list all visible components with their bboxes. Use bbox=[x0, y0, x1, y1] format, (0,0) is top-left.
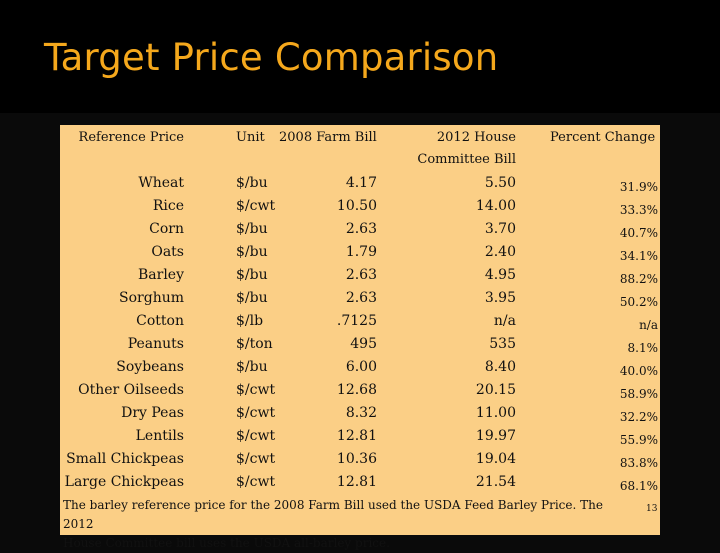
cell-2008-price: 10.36 bbox=[336, 451, 377, 467]
cell-crop: Corn bbox=[149, 221, 184, 237]
cell-crop: Other Oilseeds bbox=[78, 382, 184, 398]
cell-2012-price: 2.40 bbox=[484, 244, 516, 260]
price-table bbox=[60, 125, 660, 535]
cell-unit: $/cwt bbox=[236, 382, 276, 398]
cell-crop: Barley bbox=[138, 267, 184, 283]
cell-crop: Dry Peas bbox=[121, 405, 184, 421]
cell-2012-price: 14.00 bbox=[475, 198, 516, 214]
cell-percent-change: n/a bbox=[639, 318, 658, 332]
cell-2012-price: 4.95 bbox=[484, 267, 516, 283]
cell-crop: Cotton bbox=[136, 313, 184, 329]
cell-percent-change: 88.2% bbox=[619, 272, 658, 286]
cell-unit: $/bu bbox=[236, 290, 268, 306]
cell-crop: Rice bbox=[152, 198, 184, 214]
header-reference-price: Reference Price bbox=[78, 130, 184, 145]
cell-2008-price: 4.17 bbox=[345, 175, 377, 191]
cell-percent-change: 58.9% bbox=[619, 387, 658, 401]
cell-crop: Peanuts bbox=[127, 336, 184, 352]
header-unit: Unit bbox=[236, 130, 265, 145]
cell-unit: $/bu bbox=[236, 244, 268, 260]
cell-crop: Large Chickpeas bbox=[64, 474, 184, 490]
cell-unit: $/lb bbox=[236, 313, 264, 329]
cell-2008-price: 2.63 bbox=[345, 267, 377, 283]
cell-percent-change: 40.0% bbox=[619, 364, 658, 378]
cell-2008-price: .7125 bbox=[336, 313, 377, 329]
cell-2012-price: 3.95 bbox=[484, 290, 516, 306]
cell-unit: $/cwt bbox=[236, 428, 276, 444]
cell-2008-price: 1.79 bbox=[345, 244, 377, 260]
footnote: The barley reference price for the 2008 … bbox=[63, 496, 623, 553]
cell-2012-price: 3.70 bbox=[484, 221, 516, 237]
cell-2008-price: 495 bbox=[350, 336, 377, 352]
cell-2008-price: 2.63 bbox=[345, 290, 377, 306]
footnote-line-1: The barley reference price for the 2008 … bbox=[63, 498, 603, 531]
cell-crop: Sorghum bbox=[119, 290, 184, 306]
footnote-line-2: House Committee bill uses the USDA all-b… bbox=[63, 536, 390, 550]
page-number: 13 bbox=[646, 504, 658, 514]
cell-percent-change: 50.2% bbox=[619, 295, 658, 309]
cell-unit: $/ton bbox=[236, 336, 273, 352]
cell-2008-price: 2.63 bbox=[345, 221, 377, 237]
cell-crop: Lentils bbox=[135, 428, 184, 444]
cell-2008-price: 12.68 bbox=[336, 382, 377, 398]
cell-crop: Oats bbox=[151, 244, 184, 260]
cell-percent-change: 40.7% bbox=[619, 226, 658, 240]
cell-unit: $/cwt bbox=[236, 451, 276, 467]
cell-2008-price: 12.81 bbox=[336, 428, 377, 444]
title-bar: Target Price Comparison bbox=[0, 0, 720, 113]
cell-percent-change: 8.1% bbox=[627, 341, 659, 355]
slide-title: Target Price Comparison bbox=[44, 36, 499, 79]
cell-2012-price: 19.04 bbox=[475, 451, 516, 467]
cell-crop: Wheat bbox=[138, 175, 184, 191]
cell-percent-change: 31.9% bbox=[619, 180, 658, 194]
cell-2012-price: 20.15 bbox=[475, 382, 516, 398]
header-percent-change: Percent Change bbox=[550, 130, 656, 145]
cell-percent-change: 55.9% bbox=[619, 433, 658, 447]
header-2012-house-line1: 2012 House bbox=[436, 130, 516, 145]
cell-percent-change: 68.1% bbox=[619, 479, 658, 493]
cell-crop: Soybeans bbox=[116, 359, 184, 375]
cell-2012-price: 21.54 bbox=[475, 474, 516, 490]
cell-unit: $/bu bbox=[236, 175, 268, 191]
cell-2008-price: 12.81 bbox=[336, 474, 377, 490]
header-2008-farm-bill: 2008 Farm Bill bbox=[279, 130, 377, 145]
cell-2008-price: 6.00 bbox=[345, 359, 377, 375]
cell-unit: $/cwt bbox=[236, 474, 276, 490]
cell-2012-price: 8.40 bbox=[484, 359, 516, 375]
cell-percent-change: 83.8% bbox=[619, 456, 658, 470]
cell-crop: Small Chickpeas bbox=[66, 451, 184, 467]
cell-2012-price: 11.00 bbox=[475, 405, 516, 421]
cell-2012-price: 19.97 bbox=[475, 428, 516, 444]
cell-unit: $/bu bbox=[236, 267, 268, 283]
cell-2012-price: 535 bbox=[489, 336, 516, 352]
cell-unit: $/cwt bbox=[236, 198, 276, 214]
cell-percent-change: 34.1% bbox=[619, 249, 658, 263]
cell-2012-price: n/a bbox=[493, 313, 516, 329]
cell-2012-price: 5.50 bbox=[484, 175, 516, 191]
cell-unit: $/bu bbox=[236, 221, 268, 237]
cell-percent-change: 33.3% bbox=[619, 203, 658, 217]
cell-2008-price: 8.32 bbox=[345, 405, 377, 421]
cell-unit: $/bu bbox=[236, 359, 268, 375]
cell-2008-price: 10.50 bbox=[336, 198, 377, 214]
header-2012-house-line2: Committee Bill bbox=[417, 152, 516, 167]
cell-percent-change: 32.2% bbox=[619, 410, 658, 424]
cell-unit: $/cwt bbox=[236, 405, 276, 421]
